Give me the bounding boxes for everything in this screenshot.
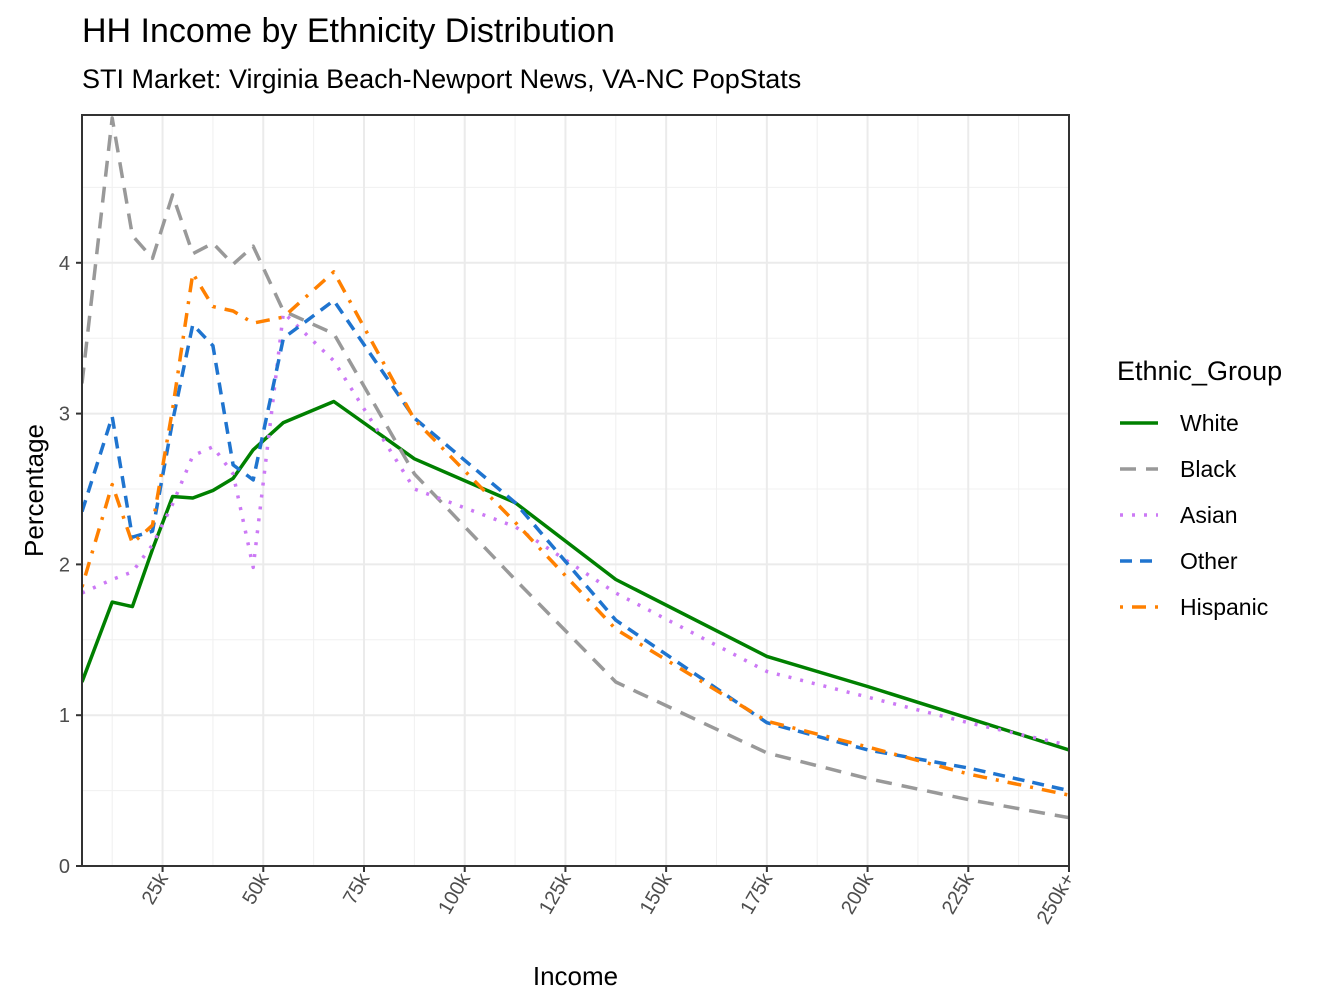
y-tick-label: 4: [59, 253, 70, 275]
legend-title: Ethnic_Group: [1117, 356, 1282, 386]
legend: Ethnic_Group White Black Asian Other Hispani…: [1117, 356, 1282, 620]
chart-subtitle: STI Market: Virginia Beach-Newport News,…: [82, 64, 802, 94]
legend-label: Black: [1180, 456, 1237, 482]
legend-item-hispanic: Hispanic: [1120, 594, 1268, 620]
grid: [82, 115, 1070, 867]
legend-label: Hispanic: [1180, 594, 1268, 620]
x-axis-title: Income: [533, 961, 618, 991]
legend-item-other: Other: [1120, 548, 1238, 574]
axes: 0 1 2 3 4 25k 50k 75k 100k 125k 150k 175k 200k 225k 25…: [59, 253, 1079, 928]
series-line-black: [82, 116, 1069, 820]
series-lines: [82, 116, 1069, 820]
legend-label: Other: [1180, 548, 1238, 574]
legend-item-white: White: [1120, 410, 1239, 436]
x-tick-label: 125k: [535, 869, 576, 918]
x-tick-label: 175k: [736, 869, 777, 918]
x-tick-label: 250k+: [1033, 870, 1080, 929]
x-tick-label: 25k: [138, 869, 174, 909]
x-tick-label: 225k: [938, 869, 979, 918]
x-tick-label: 100k: [434, 869, 475, 918]
series-line-other: [82, 298, 1069, 793]
series-line-asian: [82, 310, 1069, 748]
y-axis-title: Percentage: [19, 424, 49, 557]
chart-title: HH Income by Ethnicity Distribution: [82, 12, 615, 50]
x-tick-label: 50k: [238, 869, 274, 909]
plot-panel-border: [81, 114, 1070, 867]
y-tick-label: 3: [59, 404, 70, 426]
legend-label: Asian: [1180, 502, 1238, 528]
x-tick-label: 200k: [837, 869, 878, 918]
y-tick-label: 0: [59, 856, 70, 878]
y-tick-label: 1: [59, 705, 70, 727]
legend-item-black: Black: [1120, 456, 1237, 482]
x-tick-label: 75k: [339, 869, 375, 909]
x-tick-label: 150k: [636, 869, 677, 918]
y-tick-label: 2: [59, 554, 70, 576]
legend-label: White: [1180, 410, 1239, 436]
legend-item-asian: Asian: [1120, 502, 1238, 528]
series-line-hispanic: [82, 270, 1069, 797]
